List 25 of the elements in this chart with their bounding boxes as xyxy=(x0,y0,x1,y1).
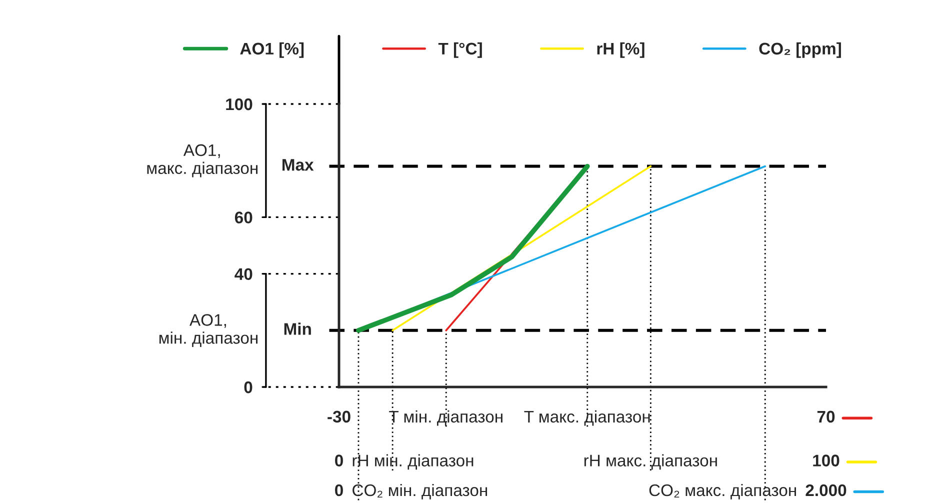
legend-label: CO₂ [ppm] xyxy=(759,42,841,58)
ref-line-label: CO₂ мін. діапазон xyxy=(352,484,488,500)
y-tick-label: 0 xyxy=(244,381,252,394)
y-tick-label: 100 xyxy=(226,98,252,110)
y-tick-label: 40 xyxy=(234,268,252,280)
text: 2.000 xyxy=(806,484,846,496)
y-tick-label: 60 xyxy=(234,212,252,224)
text: 100 xyxy=(813,454,840,466)
ref-line-label: rH макс. діапазон xyxy=(584,454,717,470)
ref-line-label: CO₂ макс. діапазон xyxy=(649,484,796,500)
text: AO1, мін. діапазон xyxy=(159,314,258,348)
ref-line-label: rH мін. діапазон xyxy=(352,454,474,470)
x-tick-label: -30 xyxy=(328,410,350,423)
ref-line-label: T мін. діапазон xyxy=(389,410,502,426)
ref-line-label: Max xyxy=(282,159,314,171)
ref-line-label: T макс. діапазон xyxy=(524,410,650,426)
text: 0 xyxy=(335,454,343,466)
text: AO1, макс. діапазон xyxy=(147,144,258,178)
x-tick-label: 70 xyxy=(817,410,835,423)
legend-label: AO1 [%] xyxy=(240,42,304,58)
text: 0 xyxy=(335,484,343,496)
line-series xyxy=(356,164,590,333)
legend-label: T [°C] xyxy=(438,42,482,58)
ref-line-label: Min xyxy=(284,322,311,335)
legend-label: rH [%] xyxy=(597,42,644,58)
